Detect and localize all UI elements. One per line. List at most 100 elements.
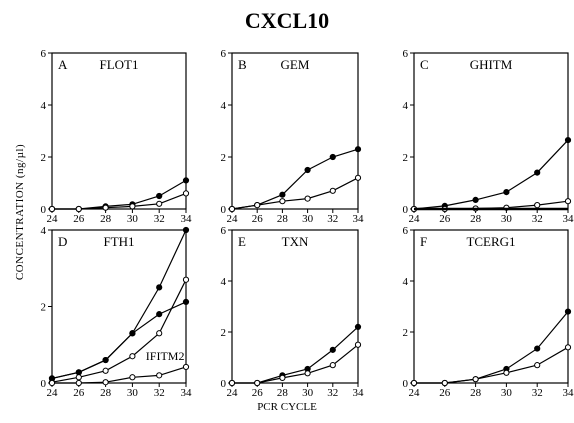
x-tick-label: 30 <box>501 213 513 225</box>
x-tick-label: 26 <box>73 387 85 399</box>
x-tick-label: 24 <box>227 387 239 399</box>
data-point <box>354 323 362 330</box>
x-tick-label: 30 <box>127 213 139 225</box>
data-point <box>182 177 190 184</box>
data-point <box>129 353 136 360</box>
x-tick-label: 24 <box>409 213 421 225</box>
panel-gene-label: FLOT1 <box>100 57 139 72</box>
data-point <box>75 369 82 376</box>
x-tick-label: 32 <box>532 213 543 225</box>
panel-letter: B <box>238 57 247 72</box>
panel-letter: E <box>238 234 246 249</box>
data-point <box>564 137 572 144</box>
y-tick-label: 0 <box>41 204 47 216</box>
y-tick-label: 2 <box>221 327 227 339</box>
data-point <box>228 205 236 213</box>
data-point <box>329 362 336 369</box>
panel-letter: D <box>58 234 67 249</box>
y-tick-label: 6 <box>403 48 409 60</box>
y-tick-label: 2 <box>41 302 47 314</box>
x-tick-label: 34 <box>563 213 574 225</box>
y-tick-label: 0 <box>221 204 227 216</box>
series-line <box>52 366 187 384</box>
y-tick-label: 4 <box>221 100 227 112</box>
y-tick-label: 4 <box>403 100 409 112</box>
x-tick-label: 34 <box>181 213 193 225</box>
data-point <box>129 203 136 210</box>
y-tick-label: 4 <box>41 100 47 112</box>
panel-gene-label: GEM <box>281 57 310 72</box>
data-point <box>279 374 286 381</box>
y-tick-label: 2 <box>403 152 409 164</box>
x-tick-label: 34 <box>353 213 365 225</box>
y-tick-label: 2 <box>403 327 409 339</box>
data-point <box>279 198 286 205</box>
data-point <box>75 379 82 387</box>
plot-frame <box>231 52 359 210</box>
data-point <box>564 308 572 315</box>
data-point <box>102 356 109 364</box>
x-tick-label: 32 <box>327 387 338 399</box>
x-tick-label: 30 <box>302 387 314 399</box>
y-tick-label: 4 <box>41 225 47 237</box>
data-point <box>182 190 190 197</box>
x-tick-label: 26 <box>439 213 451 225</box>
data-point <box>48 379 56 387</box>
data-point <box>329 187 336 194</box>
x-tick-label: 28 <box>470 213 482 225</box>
data-point <box>129 374 136 381</box>
x-tick-label: 32 <box>327 213 338 225</box>
x-tick-label: 26 <box>252 213 264 225</box>
series-line <box>414 346 569 384</box>
panel-letter: C <box>420 57 429 72</box>
data-point <box>534 202 541 209</box>
series-line <box>52 192 187 210</box>
x-tick-label: 32 <box>532 387 543 399</box>
x-tick-label: 24 <box>409 387 421 399</box>
data-point <box>564 198 572 205</box>
data-point <box>441 379 448 387</box>
data-point <box>354 341 362 348</box>
y-tick-label: 0 <box>221 378 227 390</box>
y-tick-label: 0 <box>403 378 409 390</box>
x-tick-label: 28 <box>277 213 289 225</box>
plot-frame <box>413 52 569 210</box>
y-tick-label: 0 <box>403 204 409 216</box>
x-tick-label: 26 <box>252 387 264 399</box>
series-line <box>52 179 187 210</box>
panel-gene-label: TCERG1 <box>466 234 515 249</box>
data-point <box>156 284 163 291</box>
panel-gene-label: FTH1 <box>103 234 134 249</box>
data-point <box>156 372 163 379</box>
y-tick-label: 6 <box>403 225 409 237</box>
data-point <box>182 298 190 306</box>
data-point <box>410 379 418 387</box>
series-line <box>232 344 359 384</box>
data-point <box>156 200 163 207</box>
x-tick-label: 30 <box>302 213 314 225</box>
series-line <box>413 139 569 210</box>
series-line <box>232 326 359 384</box>
data-point <box>354 174 362 181</box>
y-tick-label: 6 <box>221 48 227 60</box>
data-point <box>182 363 190 371</box>
panel-letter: F <box>420 234 427 249</box>
x-tick-label: 28 <box>470 387 482 399</box>
x-tick-label: 32 <box>154 387 165 399</box>
x-tick-label: 32 <box>154 213 165 225</box>
series-line <box>231 177 359 210</box>
x-tick-label: 24 <box>47 387 59 399</box>
series-line <box>51 301 187 379</box>
panel-gene-label: TXN <box>282 234 309 249</box>
data-point <box>228 379 236 387</box>
plot-frame <box>413 229 569 384</box>
data-point <box>329 153 336 161</box>
x-tick-label: 30 <box>501 387 513 399</box>
y-tick-label: 4 <box>403 276 409 288</box>
